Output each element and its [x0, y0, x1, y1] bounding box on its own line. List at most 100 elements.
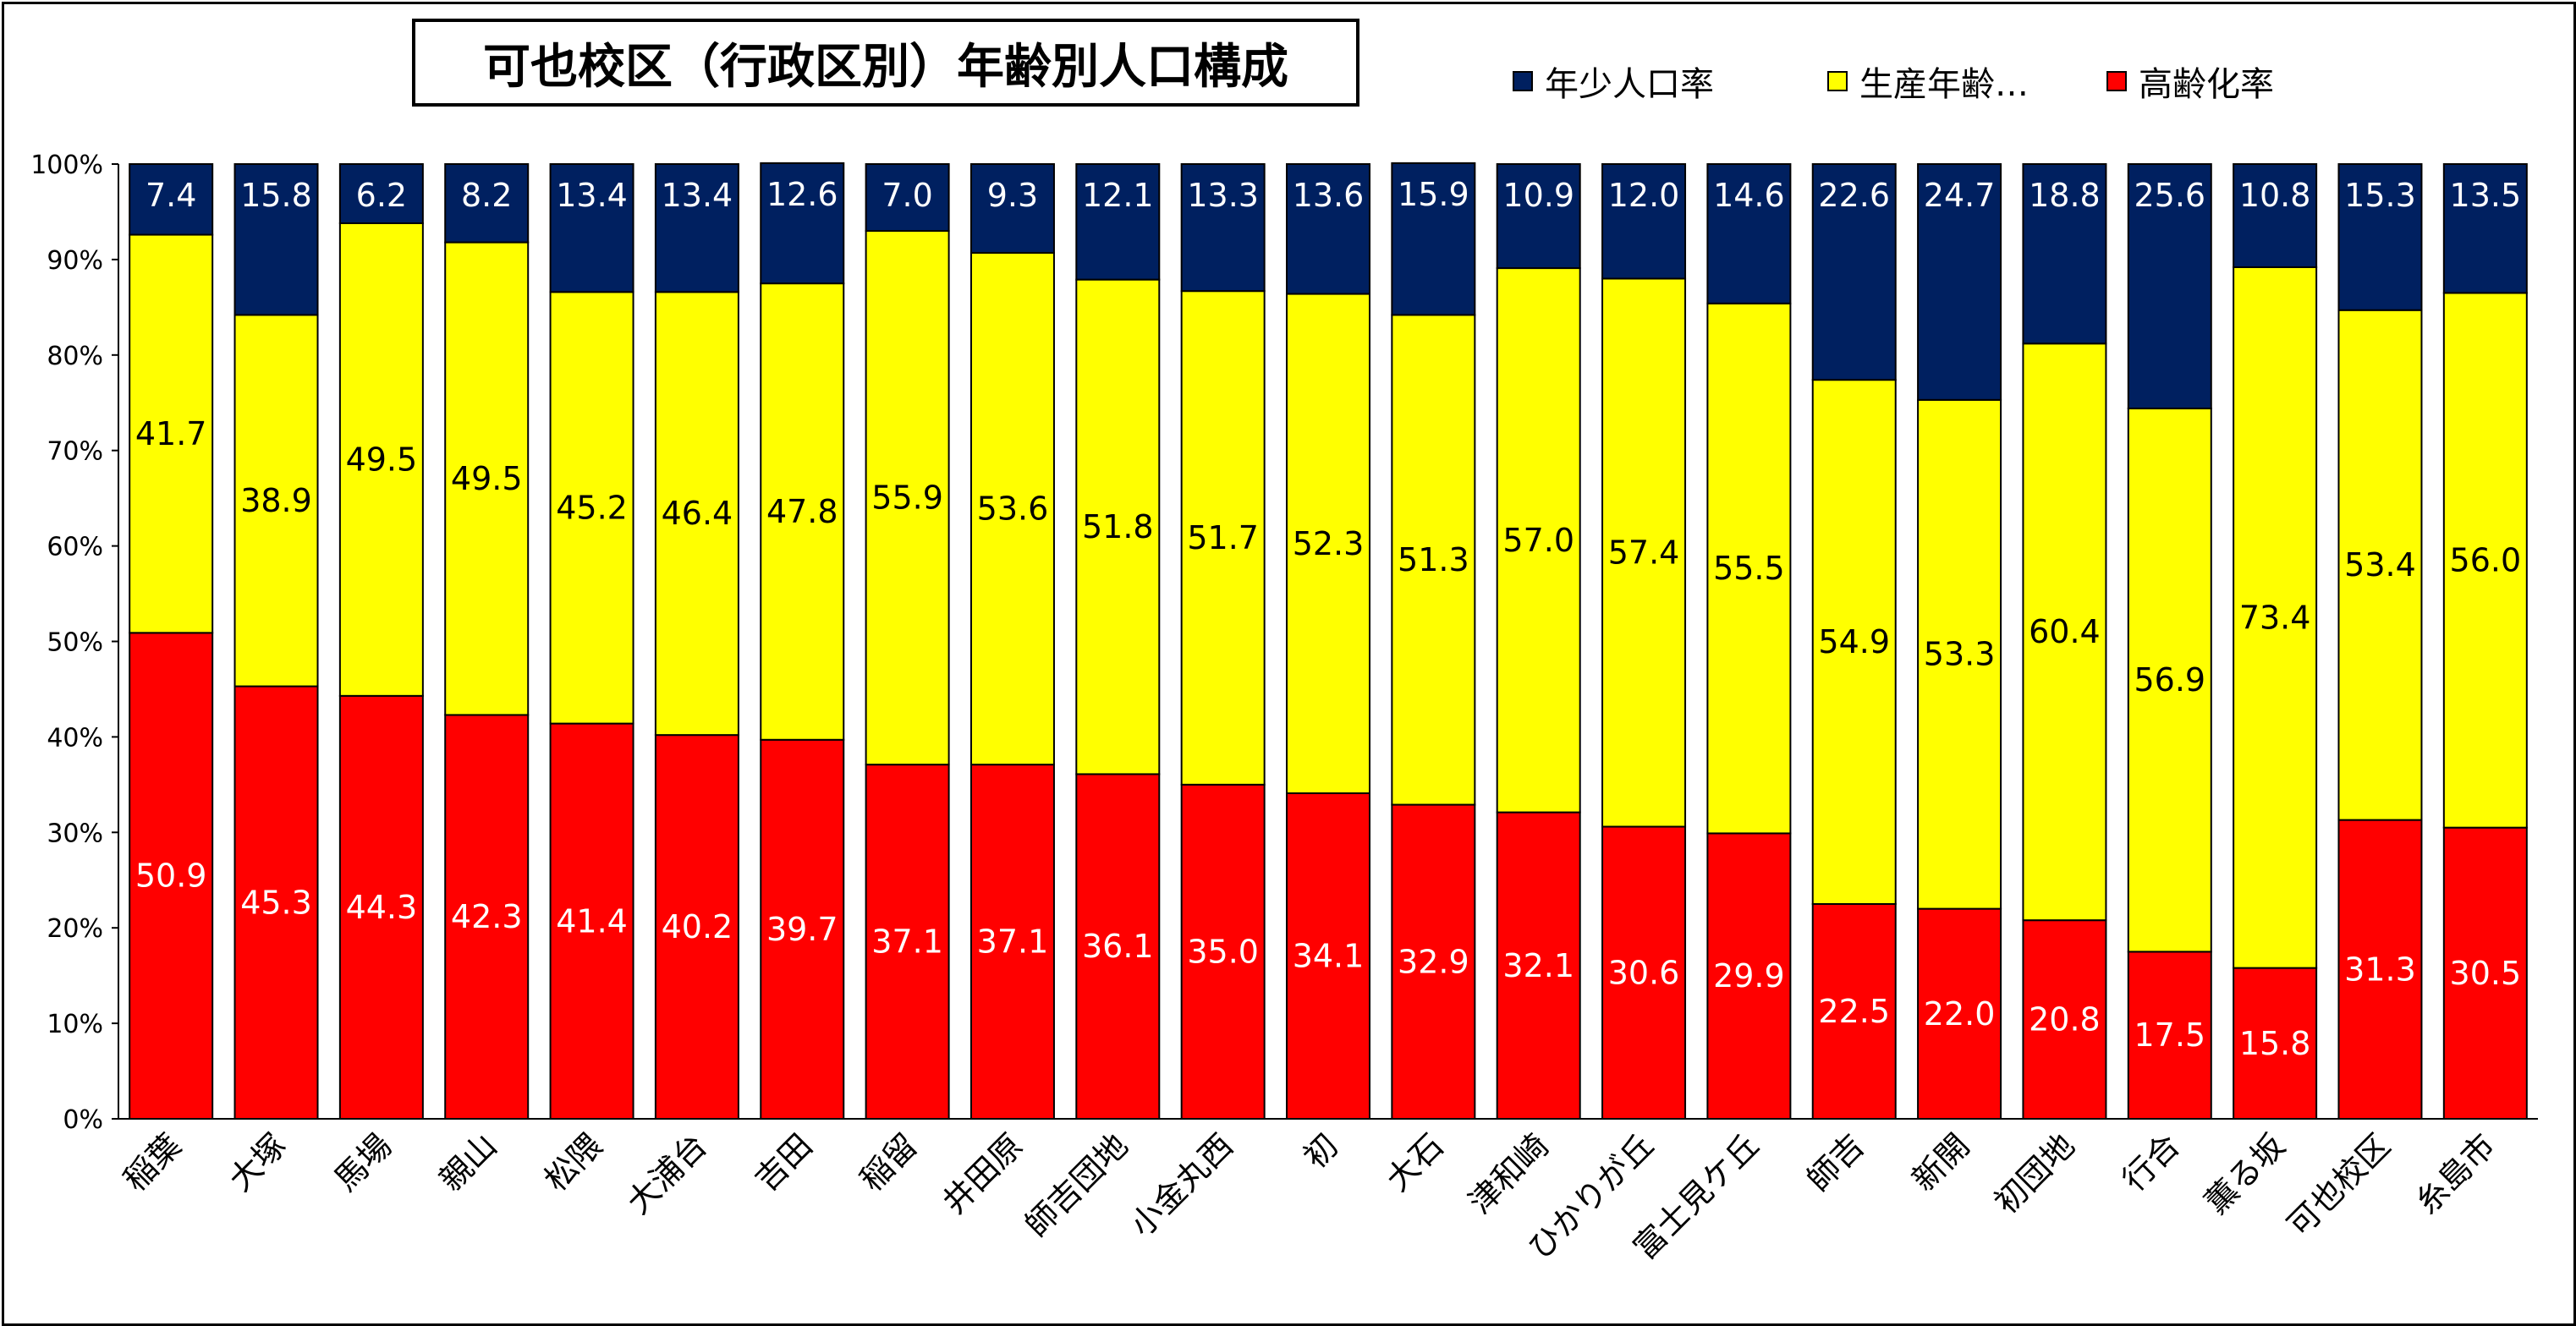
data-label: 32.9: [1398, 943, 1469, 980]
x-tick-label: 津和崎: [1461, 1126, 1556, 1221]
data-label: 44.3: [346, 889, 418, 926]
data-label: 49.5: [346, 441, 418, 478]
data-label: 47.8: [766, 493, 838, 530]
data-label: 13.6: [1293, 177, 1365, 214]
data-label: 35.0: [1187, 933, 1259, 970]
bar-segment: [1917, 163, 2002, 401]
data-label: 51.7: [1187, 519, 1259, 556]
bar-segment: [233, 314, 319, 688]
bar-segment: [129, 233, 214, 634]
data-label: 36.1: [1082, 928, 1154, 965]
bar-segment: [549, 291, 634, 725]
bar-segment: [444, 241, 530, 716]
bar-segment: [2127, 951, 2212, 1121]
data-label: 15.3: [2344, 177, 2416, 214]
data-label: 9.3: [987, 177, 1038, 214]
y-tick-label: 50%: [47, 628, 103, 658]
data-label: 45.3: [240, 884, 312, 921]
bar-segment: [2022, 163, 2107, 345]
y-tick-label: 90%: [47, 246, 103, 276]
y-tick-label: 0%: [63, 1105, 103, 1135]
bar-segment: [2127, 163, 2212, 410]
bar-segment: [1496, 267, 1581, 814]
legend-label-working-age: 生産年齢…: [1859, 65, 2029, 104]
bar-segment: [1811, 163, 1897, 381]
bar-segment: [1496, 811, 1581, 1120]
data-label: 30.6: [1608, 954, 1680, 991]
x-tick-label: 行合: [2115, 1126, 2187, 1198]
bar-segment: [1286, 163, 1370, 295]
x-tick-label: 初: [1296, 1126, 1345, 1175]
x-tick-label: 初団地: [1987, 1126, 2082, 1221]
bar-segment: [2233, 266, 2318, 969]
x-tick-label: 可也校区: [2280, 1126, 2397, 1244]
bar-segment: [1075, 773, 1161, 1121]
data-label: 10.9: [1502, 177, 1574, 214]
bar-segment: [1286, 792, 1370, 1120]
data-label: 32.1: [1502, 947, 1574, 984]
data-label: 56.0: [2450, 542, 2522, 579]
bar-segment: [1706, 163, 1792, 304]
data-label: 10.8: [2239, 177, 2311, 214]
bar-segment: [1706, 302, 1792, 835]
data-label: 22.6: [1818, 177, 1890, 214]
bar-segment: [865, 764, 950, 1120]
data-label: 55.9: [871, 479, 943, 517]
x-tick-label: 馬場: [327, 1126, 398, 1198]
x-tick-label: 稲留: [853, 1126, 925, 1198]
bar-segment: [654, 734, 739, 1121]
bar-segment: [2442, 292, 2528, 829]
bar-segment: [1391, 162, 1476, 316]
bar-segment: [2127, 408, 2212, 953]
bar-segment: [1601, 825, 1687, 1120]
chart-title: 可也校区（行政区別）年齢別人口構成: [412, 19, 1359, 107]
data-label: 53.6: [977, 490, 1049, 528]
bar-segment: [2022, 342, 2107, 922]
bar-segment: [338, 163, 424, 224]
x-tick-label: 糸島市: [2408, 1126, 2502, 1221]
bar-segment: [2337, 819, 2423, 1120]
data-label: 22.5: [1818, 993, 1890, 1030]
bar-segment: [1811, 902, 1897, 1120]
data-label: 12.6: [766, 176, 838, 213]
y-tick-label: 30%: [47, 819, 103, 848]
data-label: 55.5: [1713, 550, 1785, 587]
bar-segment: [129, 632, 214, 1120]
data-label: 13.3: [1187, 177, 1259, 214]
legend-item-working-age: 生産年齢…: [1827, 56, 2029, 107]
data-label: 38.9: [240, 482, 312, 519]
x-tick-label: 稲葉: [117, 1126, 189, 1198]
bar-segment: [444, 163, 530, 244]
data-label: 18.8: [2029, 177, 2101, 214]
data-label: 6.2: [356, 177, 407, 214]
bar-segment: [1180, 163, 1266, 293]
data-label: 45.2: [556, 489, 628, 526]
bar-segment: [233, 163, 319, 316]
data-label: 37.1: [977, 923, 1049, 961]
bar-segment: [969, 764, 1055, 1120]
data-label: 30.5: [2450, 955, 2522, 992]
bar-segment: [865, 230, 950, 766]
data-label: 22.0: [1924, 995, 1996, 1033]
bar-segment: [865, 163, 950, 233]
y-tick-label: 20%: [47, 914, 103, 944]
legend-swatch-elderly: [2106, 71, 2127, 91]
x-tick-label: 小金丸西: [1123, 1126, 1240, 1244]
data-label: 57.4: [1608, 534, 1680, 572]
bar-segment: [2233, 163, 2318, 268]
bar-segment: [969, 251, 1055, 766]
data-label: 51.8: [1082, 508, 1154, 545]
data-label: 41.7: [135, 415, 207, 452]
data-label: 13.5: [2450, 177, 2522, 214]
bar-segment: [338, 222, 424, 697]
x-tick-label: 吉田: [748, 1126, 820, 1198]
bar-segment: [549, 722, 634, 1120]
data-label: 42.3: [451, 898, 523, 935]
x-tick-label: 井田原: [936, 1126, 1030, 1221]
x-tick-label: 大塚: [222, 1126, 294, 1198]
data-label: 25.6: [2134, 177, 2205, 214]
legend-item-elderly: 高齢化率: [2106, 56, 2274, 107]
data-label: 56.9: [2134, 661, 2205, 699]
data-label: 7.0: [882, 177, 932, 214]
bar-segment: [654, 291, 739, 737]
